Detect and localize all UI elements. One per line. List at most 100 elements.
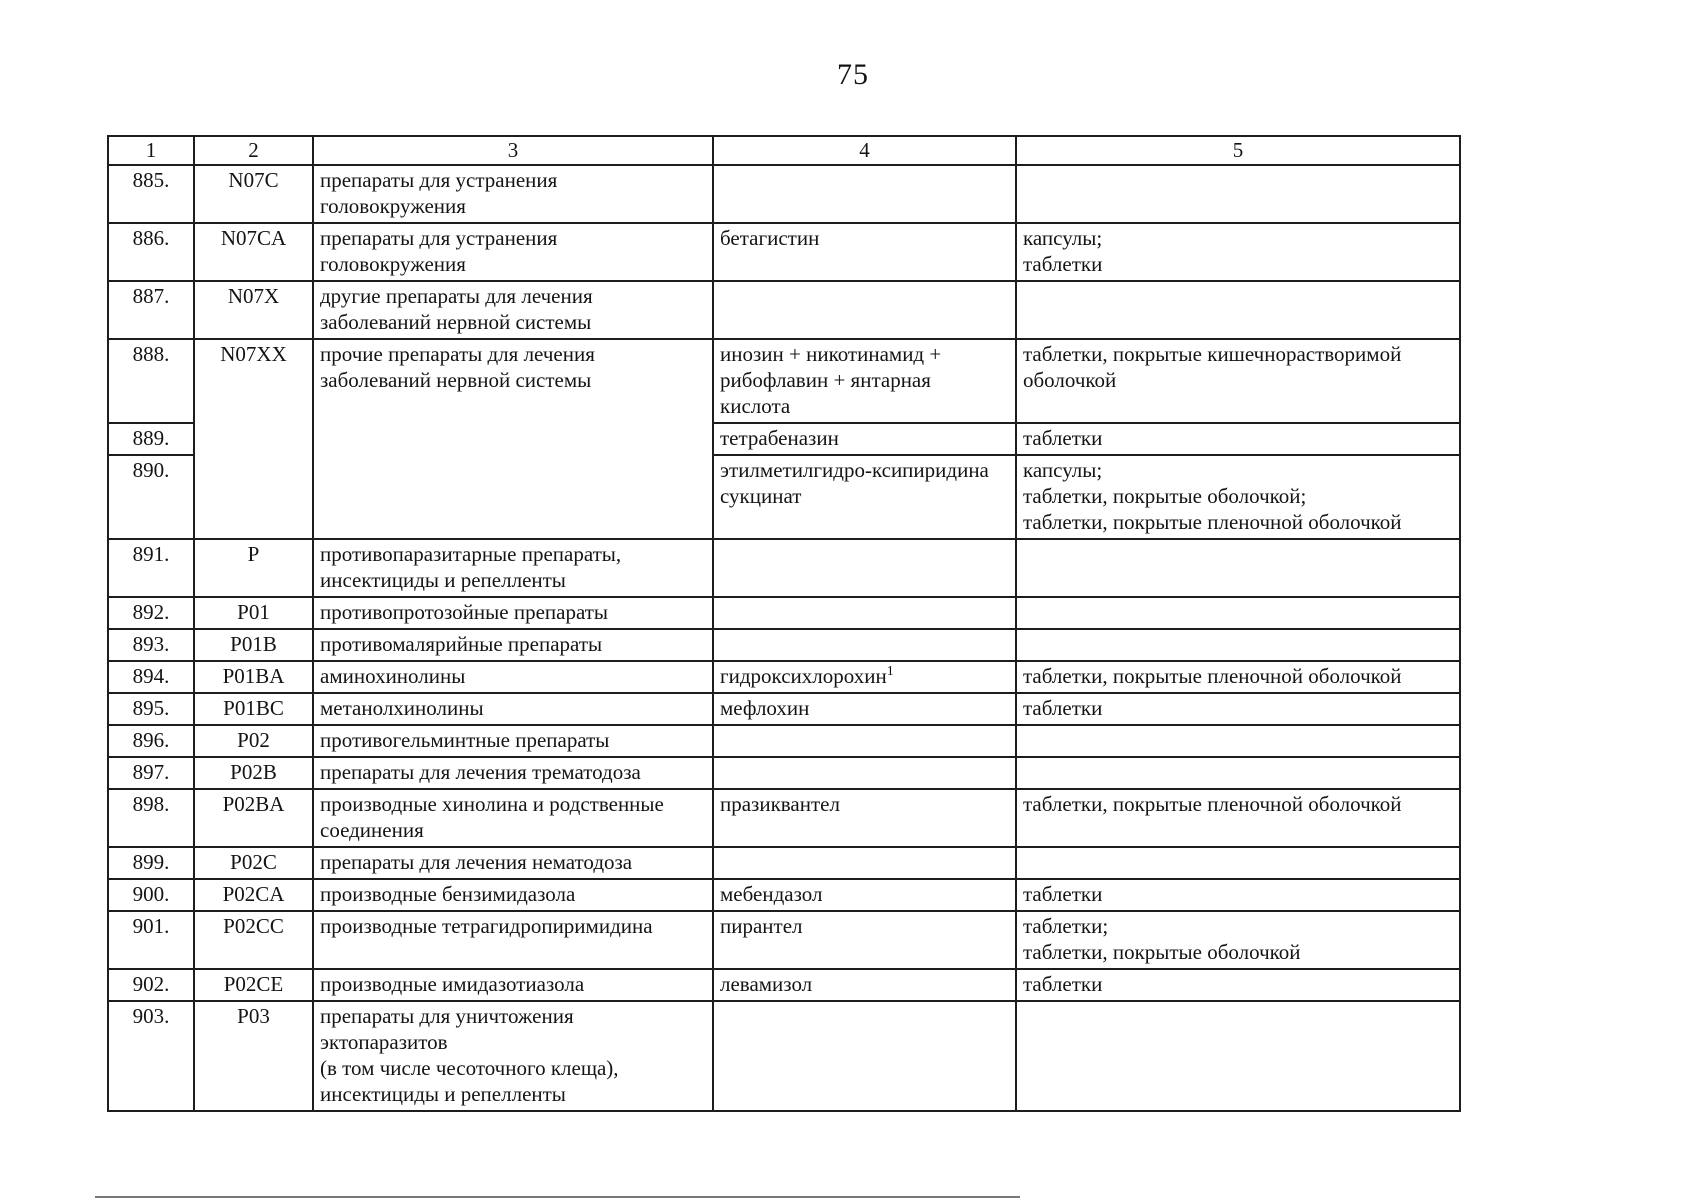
column-header-3: 3 bbox=[312, 135, 714, 166]
cell-row-number: 900. bbox=[107, 878, 195, 912]
cell-drug-name bbox=[712, 628, 1017, 662]
cell-drug-name: тетрабеназин bbox=[712, 422, 1017, 456]
table-row: 894. P01BA аминохинолины гидроксихлорохи… bbox=[107, 660, 1461, 694]
cell-drug-group: производные имидазотиазола bbox=[312, 968, 714, 1002]
table-row: 901. P02CC производные тетрагидропиримид… bbox=[107, 910, 1461, 970]
cell-drug-group: другие препараты для лечения заболеваний… bbox=[312, 280, 714, 340]
table-header-row: 1 2 3 4 5 bbox=[107, 135, 1461, 166]
cell-drug-name: этилметилгидро-ксипиридина сукцинат bbox=[712, 454, 1017, 540]
table-row: 895. P01BC метанолхинолины мефлохин табл… bbox=[107, 692, 1461, 726]
cell-drug-group: препараты для устранения головокружения bbox=[312, 222, 714, 282]
cell-row-number: 892. bbox=[107, 596, 195, 630]
table-row: 899. P02C препараты для лечения нематодо… bbox=[107, 846, 1461, 880]
cell-dosage-forms: таблетки, покрытые пленочной оболочкой bbox=[1015, 660, 1461, 694]
cell-drug-name: инозин + никотинамид + рибофлавин + янта… bbox=[712, 338, 1017, 424]
cell-drug-group: метанолхинолины bbox=[312, 692, 714, 726]
cell-drug-group: препараты для устранения головокружения bbox=[312, 164, 714, 224]
cell-drug-name bbox=[712, 280, 1017, 340]
table-row: 892. P01 противопротозойные препараты bbox=[107, 596, 1461, 630]
cell-drug-name: бетагистин bbox=[712, 222, 1017, 282]
table-row: 893. P01B противомалярийные препараты bbox=[107, 628, 1461, 662]
cell-atc-code: P02CA bbox=[193, 878, 314, 912]
cell-row-number: 893. bbox=[107, 628, 195, 662]
page-number: 75 bbox=[837, 58, 869, 91]
table-row: 898. P02BA производные хинолина и родств… bbox=[107, 788, 1461, 848]
cell-drug-group: аминохинолины bbox=[312, 660, 714, 694]
cell-row-number: 887. bbox=[107, 280, 195, 340]
cell-dosage-forms bbox=[1015, 1000, 1461, 1112]
cell-drug-group: противопаразитарные препараты, инсектици… bbox=[312, 538, 714, 598]
cell-drug-name: мефлохин bbox=[712, 692, 1017, 726]
cell-row-number: 888. bbox=[107, 338, 195, 424]
cell-row-number: 894. bbox=[107, 660, 195, 694]
cell-drug-group: противомалярийные препараты bbox=[312, 628, 714, 662]
cell-dosage-forms: таблетки bbox=[1015, 422, 1461, 456]
cell-atc-code: P03 bbox=[193, 1000, 314, 1112]
cell-drug-group: препараты для лечения нематодоза bbox=[312, 846, 714, 880]
cell-row-number: 897. bbox=[107, 756, 195, 790]
column-header-1: 1 bbox=[107, 135, 195, 166]
cell-drug-name bbox=[712, 596, 1017, 630]
drug-name-text: гидроксихлорохин bbox=[720, 664, 887, 688]
table-row: 896. P02 противогельминтные препараты bbox=[107, 724, 1461, 758]
table-row: 902. P02CE производные имидазотиазола ле… bbox=[107, 968, 1461, 1002]
table-row: 891. P противопаразитарные препараты, ин… bbox=[107, 538, 1461, 598]
atc-classification-table: 1 2 3 4 5 885. N07C препараты для устран… bbox=[107, 135, 1461, 1112]
column-header-5: 5 bbox=[1015, 135, 1461, 166]
table-row: 887. N07X другие препараты для лечения з… bbox=[107, 280, 1461, 340]
cell-drug-name bbox=[712, 846, 1017, 880]
scan-artifact-line bbox=[95, 1196, 1020, 1198]
cell-dosage-forms bbox=[1015, 596, 1461, 630]
cell-atc-code: N07C bbox=[193, 164, 314, 224]
cell-row-number: 891. bbox=[107, 538, 195, 598]
cell-drug-name bbox=[712, 724, 1017, 758]
cell-atc-code: N07XX bbox=[193, 338, 314, 540]
cell-dosage-forms: таблетки; таблетки, покрытые оболочкой bbox=[1015, 910, 1461, 970]
cell-dosage-forms: таблетки bbox=[1015, 968, 1461, 1002]
cell-atc-code: P02 bbox=[193, 724, 314, 758]
table-row: 885. N07C препараты для устранения голов… bbox=[107, 164, 1461, 224]
cell-dosage-forms bbox=[1015, 756, 1461, 790]
cell-atc-code: P02CE bbox=[193, 968, 314, 1002]
cell-dosage-forms: таблетки bbox=[1015, 692, 1461, 726]
column-header-4: 4 bbox=[712, 135, 1017, 166]
table-row: 903. P03 препараты для уничтожения эктоп… bbox=[107, 1000, 1461, 1112]
cell-row-number: 902. bbox=[107, 968, 195, 1002]
cell-atc-code: P01B bbox=[193, 628, 314, 662]
cell-dosage-forms: таблетки, покрытые пленочной оболочкой bbox=[1015, 788, 1461, 848]
cell-dosage-forms bbox=[1015, 628, 1461, 662]
cell-atc-code: P bbox=[193, 538, 314, 598]
cell-row-number: 896. bbox=[107, 724, 195, 758]
table-row: 897. P02B препараты для лечения трематод… bbox=[107, 756, 1461, 790]
cell-drug-name bbox=[712, 538, 1017, 598]
cell-dosage-forms: таблетки bbox=[1015, 878, 1461, 912]
cell-drug-name bbox=[712, 1000, 1017, 1112]
cell-row-number: 890. bbox=[107, 454, 195, 540]
table-row: 889. тетрабеназин таблетки bbox=[107, 422, 1461, 456]
table-row: 900. P02CA производные бензимидазола меб… bbox=[107, 878, 1461, 912]
cell-row-number: 903. bbox=[107, 1000, 195, 1112]
cell-atc-code: P01 bbox=[193, 596, 314, 630]
cell-atc-code: N07X bbox=[193, 280, 314, 340]
cell-atc-code: P01BC bbox=[193, 692, 314, 726]
column-header-2: 2 bbox=[193, 135, 314, 166]
cell-drug-group: производные тетрагидропиримидина bbox=[312, 910, 714, 970]
cell-dosage-forms bbox=[1015, 280, 1461, 340]
cell-row-number: 895. bbox=[107, 692, 195, 726]
cell-drug-name bbox=[712, 756, 1017, 790]
table-row: 886. N07CA препараты для устранения голо… bbox=[107, 222, 1461, 282]
cell-atc-code: N07CA bbox=[193, 222, 314, 282]
cell-dosage-forms: капсулы; таблетки, покрытые оболочкой; т… bbox=[1015, 454, 1461, 540]
cell-row-number: 885. bbox=[107, 164, 195, 224]
table-row: 890. этилметилгидро-ксипиридина сукцинат… bbox=[107, 454, 1461, 540]
cell-drug-name: гидроксихлорохин1 bbox=[712, 660, 1017, 694]
drug-name-footnote-superscript: 1 bbox=[886, 664, 894, 679]
cell-atc-code: P01BA bbox=[193, 660, 314, 694]
cell-drug-name: пирантел bbox=[712, 910, 1017, 970]
cell-row-number: 901. bbox=[107, 910, 195, 970]
cell-row-number: 899. bbox=[107, 846, 195, 880]
cell-dosage-forms bbox=[1015, 724, 1461, 758]
cell-drug-group: препараты для уничтожения эктопаразитов … bbox=[312, 1000, 714, 1112]
cell-dosage-forms bbox=[1015, 538, 1461, 598]
